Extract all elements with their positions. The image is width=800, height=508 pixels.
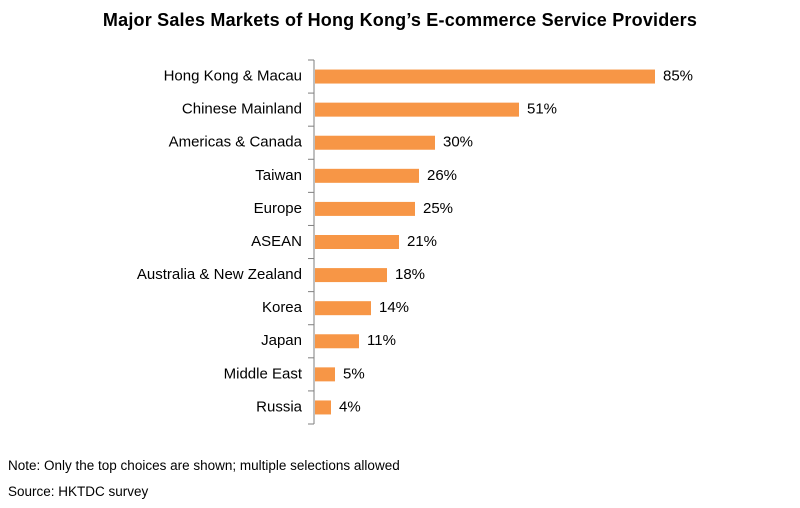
- data-label: 14%: [379, 299, 409, 316]
- data-label: 26%: [427, 167, 457, 184]
- footnote-note: Note: Only the top choices are shown; mu…: [8, 458, 400, 473]
- category-label: Europe: [254, 200, 302, 217]
- data-label: 30%: [443, 134, 473, 151]
- category-label: Taiwan: [255, 167, 302, 184]
- bar: [315, 168, 419, 183]
- category-label: Australia & New Zealand: [137, 266, 302, 283]
- bar-chart: Hong Kong & Macau 85% Chinese Mainland 51% A…: [137, 59, 693, 425]
- data-label: 21%: [407, 233, 437, 250]
- bar: [315, 301, 371, 316]
- category-label: Japan: [261, 332, 302, 349]
- category-label: Hong Kong & Macau: [164, 68, 302, 85]
- chart-title: Major Sales Markets of Hong Kong’s E-com…: [102, 10, 698, 30]
- bar: [315, 135, 435, 150]
- bar: [315, 201, 415, 216]
- category-label: Chinese Mainland: [182, 101, 302, 118]
- bar: [315, 268, 387, 283]
- bar: [315, 235, 399, 249]
- data-label: 5%: [343, 365, 365, 382]
- bar: [315, 400, 331, 415]
- data-label: 18%: [395, 266, 425, 283]
- footnote-source: Source: HKTDC survey: [8, 484, 149, 499]
- data-label: 85%: [663, 68, 693, 85]
- data-label: 11%: [367, 332, 396, 349]
- data-label: 51%: [527, 101, 557, 118]
- bar: [315, 102, 519, 117]
- data-label: 25%: [423, 200, 453, 217]
- data-label: 4%: [339, 398, 361, 415]
- bar: [315, 367, 335, 382]
- category-label: Russia: [256, 398, 303, 415]
- bar: [315, 334, 359, 349]
- category-label: Americas & Canada: [169, 134, 303, 151]
- category-label: Middle East: [224, 365, 303, 382]
- category-label: ASEAN: [251, 233, 302, 250]
- bar: [315, 69, 655, 84]
- category-label: Korea: [262, 299, 303, 316]
